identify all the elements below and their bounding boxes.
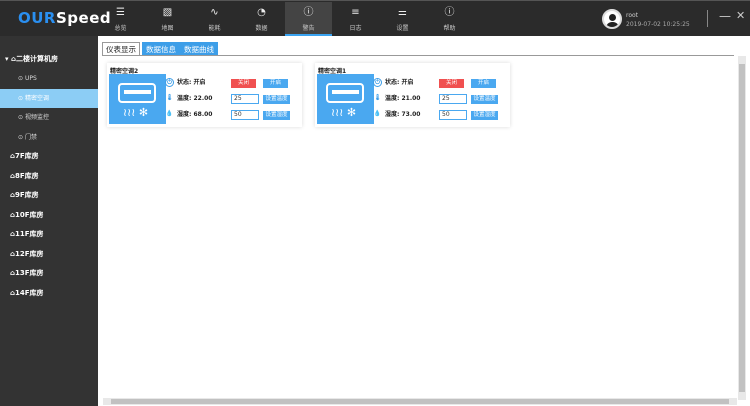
nav-map[interactable]: ▧ 地图 — [161, 7, 174, 32]
wave-icon: ∿ — [210, 7, 219, 18]
nav-help[interactable]: ⓘ 帮助 — [443, 7, 456, 32]
home-icon: ⌂ — [10, 230, 16, 238]
droplet-icon: 💧 — [373, 110, 382, 117]
home-icon: ⌂ — [10, 249, 16, 258]
nav-gauge[interactable]: ◔ 数据 — [255, 7, 268, 32]
home-icon: ⌂ — [10, 288, 16, 297]
sliders-icon: ⚌ — [398, 7, 407, 18]
sidebar-item-sub[interactable]: ⊙ 精密空调 — [0, 88, 98, 108]
horizontal-scrollbar[interactable] — [103, 398, 737, 405]
sidebar-item-sub[interactable]: ⊙ 视频监控 — [18, 114, 49, 121]
sidebar-item-room[interactable]: ⌂7F库房 — [10, 152, 39, 160]
ac-card: 精密空调1 ≀≀≀ ✻ ⏻ 状态: 开启 🌡 温度: 21.00 💧 湿度: 73.0… — [315, 63, 510, 127]
on-button[interactable]: 开启 — [263, 79, 288, 88]
power-icon: ⏻ — [165, 78, 174, 87]
list-icon: ☰ — [116, 7, 125, 18]
sidebar-item-room[interactable]: ⌂13F库房 — [10, 269, 44, 277]
on-button[interactable]: 开启 — [471, 79, 496, 88]
home-icon: ⌂ — [10, 269, 16, 277]
set-humidity-button[interactable]: 设置湿度 — [471, 111, 498, 120]
air-conditioner-icon: ≀≀≀ ✻ — [109, 74, 166, 124]
thermometer-icon: 🌡 — [165, 94, 174, 101]
sidebar-item-sub[interactable]: ⊙ UPS — [18, 75, 37, 82]
sidebar-item-room[interactable]: ⌂12F库房 — [10, 249, 44, 258]
humidity-input[interactable]: 50 — [439, 110, 467, 120]
alert-icon: ⓘ — [303, 7, 314, 18]
temperature-input[interactable]: 25 — [231, 94, 259, 104]
sidebar-group[interactable]: ▾ ⌂二楼计算机房 — [5, 55, 58, 63]
tab-data-info[interactable]: 数据信息 — [142, 42, 180, 55]
nav-sliders[interactable]: ⚌ 设置 — [396, 7, 409, 32]
divider — [707, 10, 708, 27]
home-icon: ⌂ — [10, 210, 16, 219]
off-button[interactable]: 关闭 — [439, 79, 464, 88]
off-button[interactable]: 关闭 — [231, 79, 256, 88]
close-button[interactable]: ✕ — [736, 9, 746, 22]
nav-list[interactable]: ☰ 总览 — [114, 7, 127, 32]
main-content: 仪表显示 数据信息 数据曲线 精密空调2 ≀≀≀ ✻ ⏻ 状态: 开启 🌡 温度: … — [98, 36, 750, 406]
sidebar-item-room[interactable]: ⌂9F库房 — [10, 191, 39, 199]
set-humidity-button[interactable]: 设置湿度 — [263, 111, 290, 120]
clock: 2019-07-02 10:25:25 — [626, 21, 690, 28]
sidebar-item-sub[interactable]: ⊙ 门禁 — [18, 133, 37, 141]
temperature-input[interactable]: 25 — [439, 94, 467, 104]
home-icon: ⌂ — [10, 152, 16, 160]
thermometer-icon: 🌡 — [373, 94, 382, 101]
home-icon: ⌂ — [10, 55, 16, 63]
set-temperature-button[interactable]: 设置温度 — [263, 95, 290, 104]
logo: OURSpeed — [18, 9, 112, 27]
minimize-button[interactable]: — — [719, 9, 731, 23]
sidebar-item-room[interactable]: ⌂11F库房 — [10, 230, 44, 238]
vertical-scrollbar[interactable] — [738, 56, 746, 400]
ac-card: 精密空调2 ≀≀≀ ✻ ⏻ 状态: 开启 🌡 温度: 22.00 💧 湿度: 68.0… — [107, 63, 302, 127]
tab-data-curve[interactable]: 数据曲线 — [180, 42, 218, 55]
top-bar: OURSpeed ☰ 总览 ▧ 地图 ∿ 能耗 ◔ 数据 ⓘ 警告 ≡ 日志 ⚌ 设置 ⓘ 帮助 root 2… — [0, 0, 750, 36]
gauge-icon: ◔ — [257, 7, 266, 18]
log-icon: ≡ — [351, 7, 360, 18]
humidity-input[interactable]: 50 — [231, 110, 259, 120]
username: root — [626, 12, 639, 19]
device-icon: ⊙ — [18, 94, 24, 102]
device-icon: ⊙ — [18, 133, 24, 141]
caret-down-icon: ▾ — [5, 55, 9, 63]
avatar[interactable] — [602, 9, 622, 29]
device-icon: ⊙ — [18, 114, 24, 121]
set-temperature-button[interactable]: 设置温度 — [471, 95, 498, 104]
home-icon: ⌂ — [10, 191, 16, 199]
nav-wave[interactable]: ∿ 能耗 — [208, 7, 221, 32]
nav-log[interactable]: ≡ 日志 — [349, 7, 362, 32]
device-icon: ⊙ — [18, 75, 24, 82]
tab-divider — [102, 55, 734, 56]
power-icon: ⏻ — [373, 78, 382, 87]
sidebar-item-room[interactable]: ⌂8F库房 — [10, 171, 39, 180]
nav-alert[interactable]: ⓘ 警告 — [285, 2, 332, 36]
sidebar-item-room[interactable]: ⌂10F库房 — [10, 210, 44, 219]
home-icon: ⌂ — [10, 171, 16, 180]
sidebar-item-room[interactable]: ⌂14F库房 — [10, 288, 44, 297]
sidebar: ▾ ⌂二楼计算机房 ⊙ UPS ⊙ 精密空调 ⊙ 视频监控 ⊙ 门禁 ⌂7F库房 ⌂8F库房… — [0, 36, 98, 406]
air-conditioner-icon: ≀≀≀ ✻ — [317, 74, 374, 124]
map-icon: ▧ — [162, 7, 173, 18]
tab-gauge[interactable]: 仪表显示 — [102, 42, 140, 55]
help-icon: ⓘ — [444, 7, 455, 18]
droplet-icon: 💧 — [165, 110, 174, 117]
